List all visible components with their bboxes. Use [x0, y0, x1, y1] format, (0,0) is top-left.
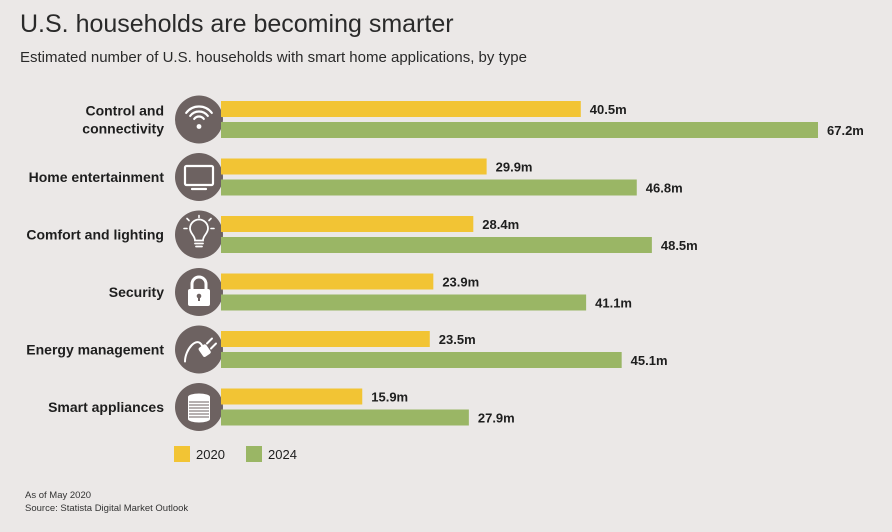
tv-icon — [175, 153, 223, 201]
data-label: 41.1m — [595, 296, 632, 311]
bar-2024 — [221, 409, 469, 426]
bar-2024 — [221, 352, 622, 368]
wifi-icon — [175, 95, 223, 144]
legend-swatch-2020 — [174, 446, 190, 462]
legend-label-2024: 2024 — [268, 447, 297, 462]
data-label: 23.5m — [439, 332, 476, 347]
bar-2020 — [221, 101, 581, 117]
category-label: Smart appliances — [48, 399, 164, 415]
category-row: Control and connectivity 40.5m 67.2m — [82, 95, 864, 144]
bar-2024 — [221, 294, 587, 311]
category-label: Control and — [85, 103, 164, 119]
data-label: 46.8m — [646, 181, 683, 196]
data-label: 48.5m — [661, 238, 698, 253]
plug-icon — [175, 325, 223, 374]
data-label: 28.4m — [482, 217, 519, 232]
category-row: Home entertainment 29.9m 46.8m — [29, 153, 683, 201]
category-label: Energy management — [26, 342, 164, 358]
data-label: 23.9m — [442, 275, 479, 290]
chart-title: U.S. households are becoming smarter — [20, 10, 454, 38]
category-row: Smart appliances 15.9m 27.9m — [48, 383, 515, 431]
bar-2020 — [221, 388, 363, 405]
lightbulb-icon — [175, 210, 223, 259]
data-label: 27.9m — [478, 411, 515, 426]
category-label: Comfort and lighting — [26, 227, 164, 243]
bar-2020 — [221, 158, 487, 175]
legend-swatch-2024 — [246, 446, 262, 462]
bar-2024 — [221, 122, 818, 138]
legend: 2020 2024 — [174, 446, 297, 462]
data-label: 29.9m — [496, 160, 533, 175]
category-label: connectivity — [82, 121, 164, 137]
chart-subtitle: Estimated number of U.S. households with… — [20, 49, 527, 66]
data-label: 15.9m — [371, 390, 408, 405]
data-label: 67.2m — [827, 123, 864, 138]
appliance-icon — [175, 383, 223, 431]
bar-2024 — [221, 179, 637, 196]
category-row: Security 23.9m 41.1m — [109, 268, 632, 316]
bar-2020 — [221, 331, 430, 347]
lock-icon — [175, 268, 223, 316]
category-row: Comfort and lighting 28.4m 48.5m — [26, 210, 698, 259]
bar-2020 — [221, 273, 434, 290]
bar-2024 — [221, 237, 652, 253]
bar-2020 — [221, 216, 474, 232]
category-label: Security — [109, 284, 164, 300]
category-row: Energy management 23.5m 45.1m — [26, 325, 668, 374]
legend-label-2020: 2020 — [196, 447, 225, 462]
category-label: Home entertainment — [29, 169, 165, 185]
source-note: Source: Statista Digital Market Outlook — [25, 503, 189, 514]
date-note: As of May 2020 — [25, 490, 92, 501]
data-label: 40.5m — [590, 102, 627, 117]
data-label: 45.1m — [631, 353, 668, 368]
